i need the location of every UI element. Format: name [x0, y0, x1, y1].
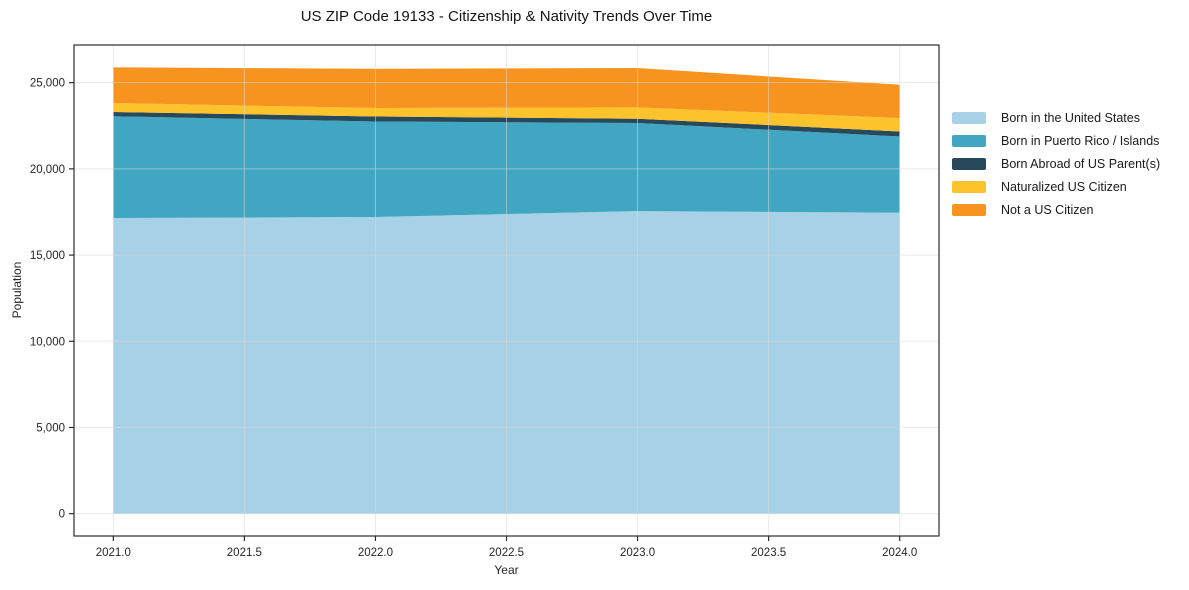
- legend-item: Not a US Citizen: [952, 198, 1160, 221]
- y-tick-label: 0: [59, 509, 65, 521]
- x-tick-label: 2023.0: [620, 547, 655, 559]
- x-tick-label: 2022.0: [358, 547, 393, 559]
- legend-swatch: [952, 134, 986, 147]
- x-tick-label: 2023.5: [751, 547, 786, 559]
- legend-swatch: [952, 111, 986, 124]
- axis-tick-labels: 2021.0 2021.5 2022.0 2022.5 2023.0 2023.5 2024…: [30, 78, 917, 559]
- y-tick-label: 10,000: [30, 336, 65, 348]
- legend-swatch: [952, 203, 986, 216]
- legend-swatch: [952, 157, 986, 170]
- y-tick-label: 25,000: [30, 78, 65, 90]
- x-tick-label: 2021.5: [227, 547, 262, 559]
- y-tick-label: 20,000: [30, 164, 65, 176]
- area-series-2: [113, 111, 900, 137]
- legend-swatch: [952, 180, 986, 193]
- axis-ticks: [69, 82, 901, 541]
- y-tick-label: 5,000: [36, 422, 65, 434]
- x-axis-title: Year: [494, 563, 519, 577]
- legend: Born in the United States Born in Puerto …: [952, 106, 1160, 221]
- x-tick-label: 2021.0: [96, 547, 131, 559]
- legend-item: Born in Puerto Rico / Islands: [952, 129, 1160, 152]
- legend-label: Born in Puerto Rico / Islands: [1001, 133, 1160, 148]
- legend-label: Not a US Citizen: [1001, 202, 1094, 217]
- chart-title: US ZIP Code 19133 - Citizenship & Nativi…: [300, 8, 713, 25]
- legend-label: Naturalized US Citizen: [1001, 179, 1127, 194]
- legend-label: Born Abroad of US Parent(s): [1001, 156, 1161, 171]
- legend-item: Born in the United States: [952, 106, 1160, 129]
- legend-item: Born Abroad of US Parent(s): [952, 152, 1160, 175]
- x-tick-label: 2024.0: [882, 547, 917, 559]
- legend-item: Naturalized US Citizen: [952, 175, 1160, 198]
- x-tick-label: 2022.5: [489, 547, 524, 559]
- gridlines: [74, 45, 939, 536]
- y-axis-title: Population: [10, 261, 24, 319]
- y-tick-label: 15,000: [30, 250, 65, 262]
- legend-label: Born in the United States: [1001, 110, 1140, 125]
